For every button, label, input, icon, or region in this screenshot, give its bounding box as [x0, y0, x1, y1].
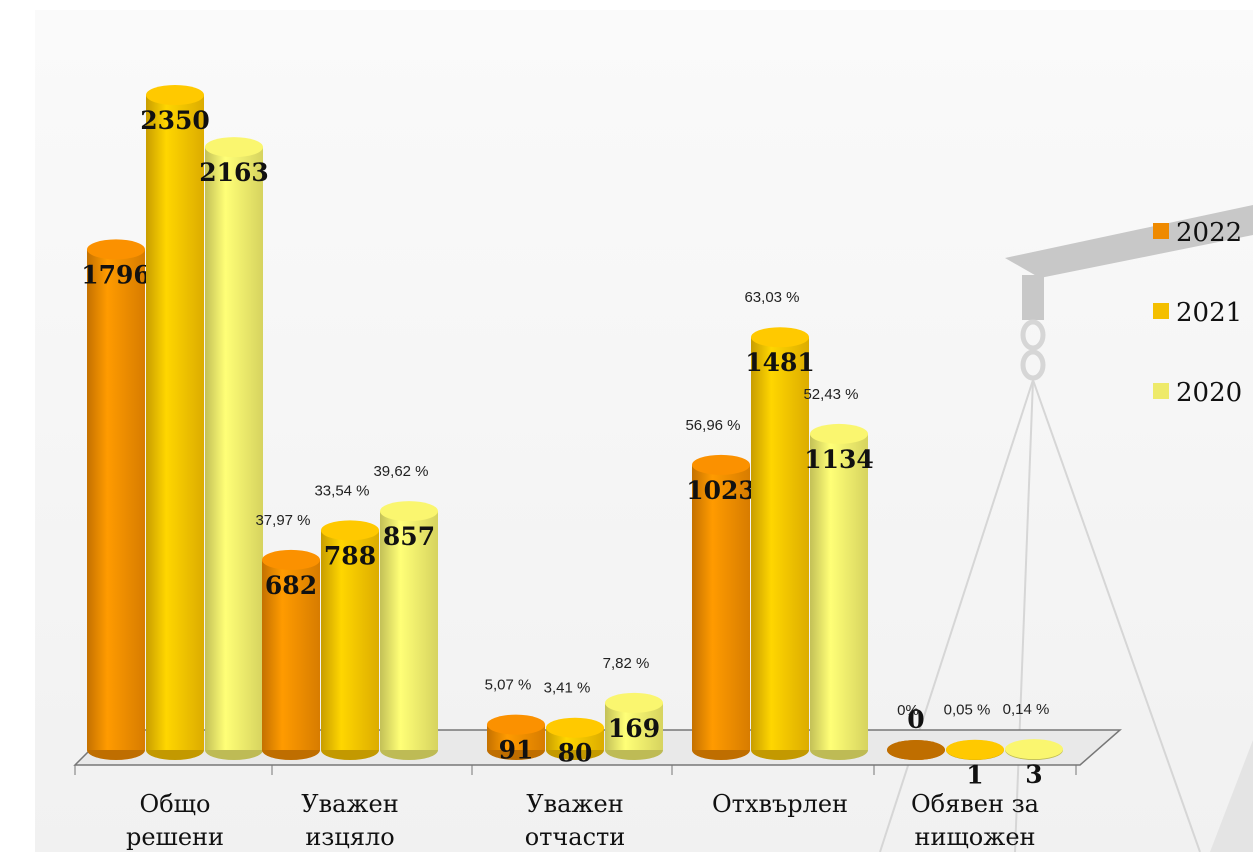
- bar-top: [1005, 739, 1063, 760]
- bar: [751, 337, 809, 750]
- share-label: 52,43 %: [803, 386, 858, 403]
- legend-label: 2022: [1176, 218, 1242, 248]
- bar-top: [321, 520, 379, 541]
- share-label: 0,14 %: [1003, 701, 1050, 718]
- legend-swatch: [1153, 383, 1169, 399]
- bar: [810, 433, 868, 750]
- bar-top: [810, 423, 868, 444]
- value-label: 91: [499, 736, 534, 765]
- value-label: 1134: [804, 445, 874, 474]
- share-label: 56,96 %: [685, 417, 740, 434]
- share-label: 3,41 %: [544, 680, 591, 697]
- scales-decoration: [879, 205, 1253, 852]
- bar-top: [487, 714, 545, 735]
- share-label: 63,03 %: [744, 289, 799, 306]
- share-label: 7,82 %: [603, 655, 650, 672]
- value-label: 788: [324, 541, 376, 570]
- bar-top: [751, 327, 809, 348]
- bar: [692, 464, 750, 750]
- x-tick-label: решени: [126, 823, 224, 851]
- x-tick-label: изцяло: [305, 823, 394, 851]
- value-label: 1481: [745, 348, 815, 377]
- share-label: 37,97 %: [255, 512, 310, 529]
- bar: [87, 249, 145, 750]
- value-label: 80: [558, 739, 593, 768]
- bar-top: [692, 454, 750, 475]
- bar-top: [205, 137, 263, 158]
- x-tick-label: Общо: [140, 790, 211, 818]
- legend-label: 2020: [1176, 378, 1242, 408]
- bar-top: [380, 501, 438, 522]
- value-label: 2163: [199, 158, 269, 187]
- bar: [262, 559, 320, 750]
- value-label: 857: [383, 522, 435, 551]
- value-label: 0: [907, 705, 924, 734]
- value-label: 1796: [81, 260, 151, 289]
- bar-top: [605, 692, 663, 713]
- share-label: 0%: [897, 702, 919, 719]
- x-tick-label: Уважен: [526, 790, 623, 818]
- bar-top: [262, 549, 320, 570]
- bar-top: [146, 85, 204, 105]
- bar: [380, 511, 438, 750]
- legend-label: 2021: [1176, 298, 1242, 328]
- bar: [321, 530, 379, 750]
- value-label: 3: [1025, 760, 1042, 789]
- bar: [146, 95, 204, 750]
- value-label: 169: [608, 714, 660, 743]
- bar-top: [546, 717, 604, 738]
- bar: [205, 147, 263, 750]
- value-label: 1: [966, 761, 983, 790]
- share-label: 39,62 %: [373, 463, 428, 480]
- share-label: 0,05 %: [944, 702, 991, 719]
- legend-swatch: [1153, 303, 1169, 319]
- share-label: 33,54 %: [314, 482, 369, 499]
- value-label: 682: [265, 571, 317, 600]
- x-tick-label: Уважен: [301, 790, 398, 818]
- x-tick-label: Обявен за: [911, 790, 1039, 818]
- x-tick-label: нищожен: [914, 823, 1035, 851]
- share-label: 5,07 %: [485, 677, 532, 694]
- legend-swatch: [1153, 223, 1169, 239]
- x-tick-label: отчасти: [525, 823, 626, 851]
- bar-top: [946, 739, 1004, 760]
- bar-top: [87, 239, 145, 260]
- bar-top: [887, 740, 945, 760]
- x-tick-label: Отхвърлен: [712, 790, 848, 818]
- value-label: 1023: [686, 476, 756, 505]
- value-label: 2350: [140, 106, 210, 135]
